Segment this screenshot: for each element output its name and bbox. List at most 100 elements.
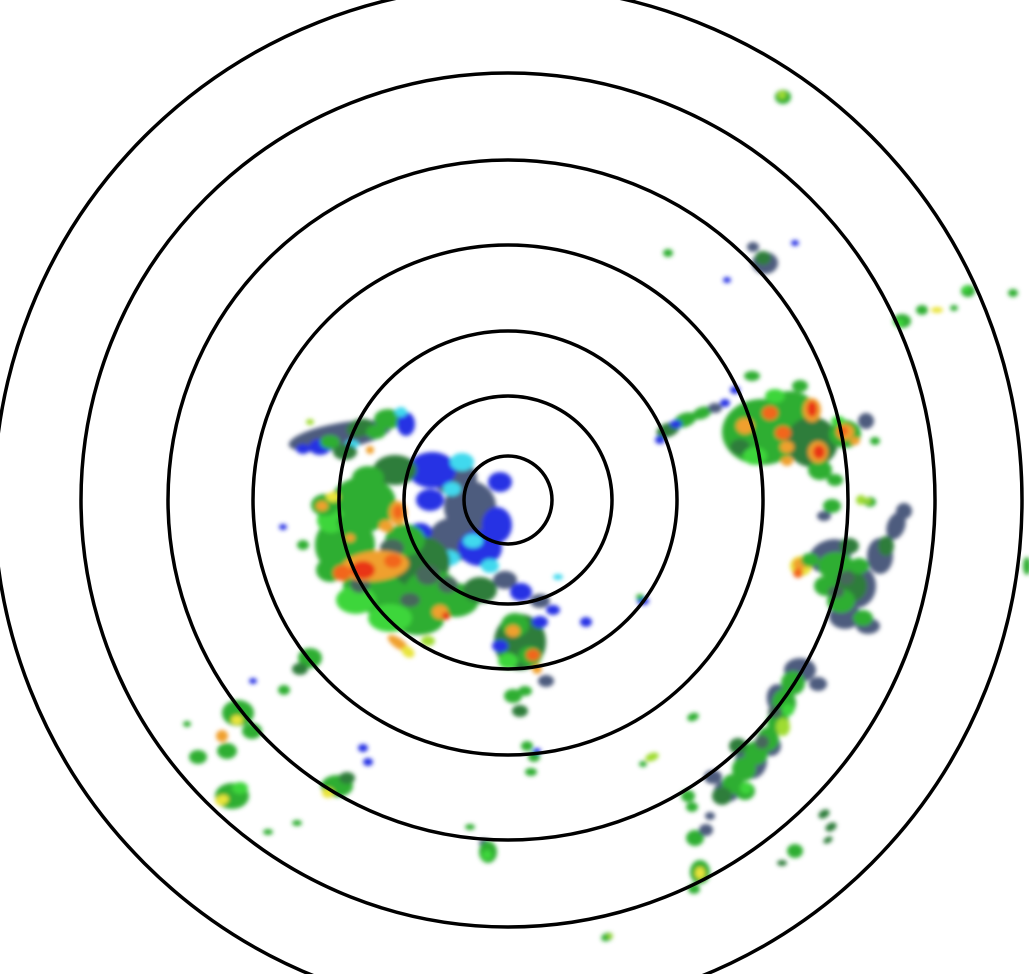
range-ring — [166, 158, 850, 842]
echo-cell — [297, 540, 309, 550]
echo-cell — [775, 426, 791, 440]
echo-cell — [450, 453, 474, 471]
echo-cell — [655, 436, 665, 444]
echo-cell — [777, 860, 787, 866]
echo-cell — [778, 91, 786, 99]
echo-cell — [878, 536, 894, 556]
echo-cell — [296, 444, 310, 454]
echo-cell — [279, 524, 287, 530]
echo-cell — [345, 534, 355, 542]
echo-cell — [962, 286, 970, 292]
radar-echoes — [183, 90, 1029, 942]
echo-cell — [510, 583, 532, 601]
echo-cell — [232, 782, 248, 794]
echo-cell — [504, 689, 522, 703]
echo-cell — [743, 447, 767, 465]
echo-cell — [532, 616, 548, 628]
echo-cell — [374, 409, 402, 429]
echo-cell — [681, 790, 695, 802]
echo-cell — [813, 445, 825, 459]
echo-cell — [518, 686, 532, 696]
echo-cell — [827, 474, 843, 486]
echo-cell — [363, 758, 373, 766]
echo-cell — [231, 715, 243, 725]
echo-cell — [853, 610, 873, 626]
echo-cell — [839, 538, 859, 554]
echo-cell — [818, 809, 830, 819]
echo-cell — [730, 439, 750, 455]
echo-cell — [379, 520, 393, 532]
echo-cell — [865, 498, 871, 504]
echo-cell — [580, 617, 592, 627]
echo-cell — [776, 718, 790, 736]
echo-cell — [720, 399, 730, 407]
echo-cell — [825, 822, 837, 832]
echo-cell — [316, 501, 328, 511]
echo-cell — [695, 867, 705, 879]
echo-cell — [931, 307, 943, 313]
echo-cell — [339, 772, 355, 784]
echo-cell — [686, 802, 698, 812]
echo-cell — [740, 782, 752, 794]
echo-cell — [607, 934, 613, 938]
echo-cell — [292, 820, 302, 826]
echo-cell — [729, 738, 747, 754]
echo-cell — [538, 675, 554, 687]
echo-cell — [358, 744, 368, 752]
echo-cell — [488, 472, 512, 492]
echo-cell — [765, 389, 785, 403]
echo-cell — [292, 663, 308, 675]
echo-cell — [525, 768, 537, 776]
echo-cell — [645, 752, 659, 762]
echo-cell — [950, 305, 958, 311]
echo-cell — [546, 605, 560, 615]
echo-cell — [636, 594, 644, 600]
echo-cell — [465, 824, 475, 830]
echo-cell — [481, 559, 499, 573]
echo-cell — [747, 242, 759, 252]
echo-cell — [393, 505, 403, 519]
echo-cell — [553, 574, 563, 580]
echo-cell — [712, 787, 732, 805]
echo-cell — [189, 750, 207, 764]
echo-cell — [708, 403, 722, 413]
echo-cell — [366, 425, 386, 439]
echo-cell — [692, 406, 712, 420]
echo-cell — [492, 640, 508, 652]
echo-cell — [781, 456, 793, 466]
echo-cell — [744, 371, 760, 381]
echo-cell — [395, 407, 407, 417]
echo-cell — [755, 735, 769, 749]
echo-cell — [400, 593, 420, 607]
echo-cell — [823, 836, 833, 844]
echo-cell — [366, 446, 374, 454]
echo-cell — [320, 435, 340, 449]
echo-cell — [687, 712, 699, 722]
echo-cell — [793, 568, 803, 578]
echo-cell — [732, 757, 756, 781]
echo-cell — [1008, 289, 1018, 297]
echo-cell — [801, 553, 819, 567]
echo-cell — [215, 794, 229, 806]
echo-cell — [850, 437, 860, 445]
echo-cell — [387, 634, 409, 652]
echo-cell — [639, 761, 647, 767]
echo-cell — [183, 721, 191, 727]
range-ring — [462, 454, 554, 546]
echo-cell — [263, 829, 273, 835]
echo-cell — [216, 730, 228, 742]
echo-cell — [663, 249, 673, 257]
echo-cell — [782, 704, 794, 716]
echo-cell — [408, 452, 456, 488]
echo-cell — [326, 492, 340, 502]
echo-cell — [838, 571, 854, 585]
echo-cell — [792, 380, 808, 392]
echo-cell — [870, 437, 880, 445]
echo-cell — [896, 503, 912, 519]
echo-cell — [482, 850, 492, 860]
echo-cell — [780, 441, 794, 453]
echo-cell — [823, 499, 841, 513]
echo-cell — [807, 401, 817, 417]
